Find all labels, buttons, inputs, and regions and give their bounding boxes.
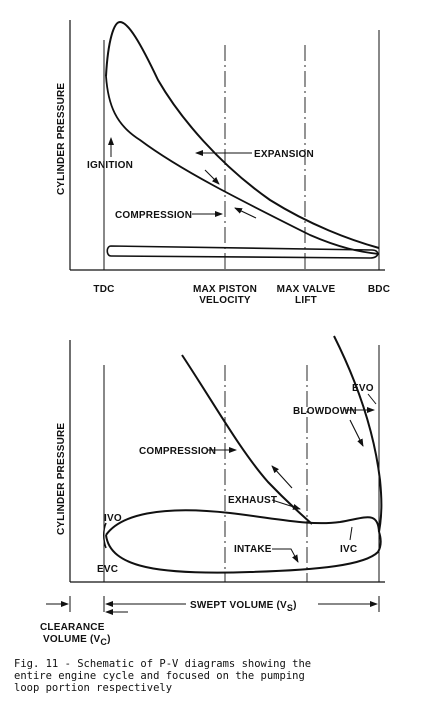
max-valve-lift-label-line2: LIFT bbox=[295, 295, 317, 306]
max-piston-velocity-label-line1: MAX PISTON bbox=[193, 284, 257, 295]
max-valve-lift-label-line1: MAX VALVE bbox=[277, 284, 336, 295]
evc-label: EVC bbox=[97, 564, 118, 575]
swept-volume-close-paren: ) bbox=[293, 600, 297, 611]
pumping-loop-exhaust bbox=[105, 509, 380, 536]
bottom-pv-diagram: CYLINDER PRESSURE EVO BLOWDOWN COMPRESSI… bbox=[40, 335, 385, 647]
bottom-expansion-curve bbox=[333, 335, 383, 533]
swept-volume-label: SWEPT VOLUME (VS) bbox=[190, 600, 297, 613]
caption-line-3: loop portion respectively bbox=[14, 682, 173, 694]
pumping-loop-intake bbox=[105, 531, 382, 574]
swept-volume-text: SWEPT VOLUME (V bbox=[190, 600, 287, 611]
clearance-subscript: C bbox=[100, 637, 107, 647]
top-compression-flow-arrow bbox=[234, 207, 257, 219]
ivo-label: IVO bbox=[104, 513, 122, 524]
blowdown-label: BLOWDOWN bbox=[293, 406, 357, 417]
bdc-label: BDC bbox=[368, 284, 390, 295]
top-expansion-flow-arrow bbox=[204, 169, 220, 185]
expansion-label: EXPANSION bbox=[254, 149, 314, 160]
bottom-compression-label: COMPRESSION bbox=[139, 446, 216, 457]
tdc-label: TDC bbox=[93, 284, 114, 295]
exhaust-leader bbox=[271, 499, 301, 510]
bottom-y-axis-label: CYLINDER PRESSURE bbox=[56, 423, 67, 535]
intake-leader bbox=[272, 548, 299, 563]
clearance-label-line2: VOLUME (VC) bbox=[43, 634, 111, 647]
clearance-label-line1: CLEARANCE bbox=[40, 622, 105, 633]
evo-arrow bbox=[367, 393, 377, 405]
figure-caption: Fig. 11 - Schematic of P-V diagrams show… bbox=[14, 658, 424, 694]
ivc-arrow bbox=[349, 526, 353, 541]
blowdown-flow-arrow bbox=[349, 419, 364, 447]
top-compression-curve bbox=[105, 75, 380, 255]
ivc-label: IVC bbox=[340, 544, 357, 555]
caption-line-1: Fig. 11 - Schematic of P-V diagrams show… bbox=[14, 658, 312, 670]
clearance-close-paren: ) bbox=[107, 634, 111, 645]
exhaust-label: EXHAUST bbox=[228, 495, 277, 506]
bottom-compression-curve bbox=[181, 354, 313, 525]
pumping-loop-tdc-notch bbox=[103, 522, 107, 549]
swept-volume-subscript: S bbox=[287, 603, 293, 613]
evo-label: EVO bbox=[352, 383, 374, 394]
caption-line-2: entire engine cycle and focused on the p… bbox=[14, 670, 305, 682]
ignition-label: IGNITION bbox=[87, 160, 133, 171]
clearance-text: VOLUME (V bbox=[43, 634, 100, 645]
max-piston-velocity-label-line2: VELOCITY bbox=[199, 295, 251, 306]
top-y-axis-label: CYLINDER PRESSURE bbox=[56, 83, 67, 195]
top-expansion-curve bbox=[105, 20, 380, 249]
top-pv-diagram: CYLINDER PRESSURE IGNITION EXPANSION COM… bbox=[56, 20, 390, 306]
bottom-compression-flow-arrow bbox=[271, 465, 293, 489]
top-compression-label: COMPRESSION bbox=[115, 210, 192, 221]
top-pumping-loop bbox=[106, 245, 379, 259]
intake-label: INTAKE bbox=[234, 544, 272, 555]
